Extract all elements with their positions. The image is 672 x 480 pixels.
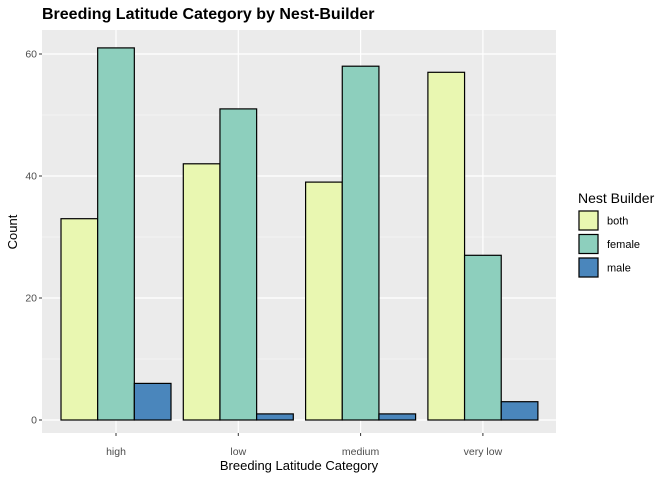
chart-title: Breeding Latitude Category by Nest-Build… xyxy=(42,6,375,23)
bar-both-low xyxy=(182,163,221,421)
legend-swatch-female xyxy=(578,233,599,255)
bar-female-low xyxy=(219,108,258,421)
legend-label-female: female xyxy=(607,239,640,251)
bar-female-high xyxy=(97,47,135,421)
x-axis-title: Breeding Latitude Category xyxy=(220,458,379,473)
legend-swatch-male xyxy=(578,257,599,278)
bar-male-medium xyxy=(378,413,417,421)
legend-label-male: male xyxy=(607,263,631,275)
bar-male-low xyxy=(256,413,294,421)
bar-both-medium xyxy=(305,181,343,421)
bars xyxy=(60,47,539,421)
y-tick-label: 0 xyxy=(31,415,37,427)
y-axis-title: Count xyxy=(5,214,20,249)
x-tick-label: medium xyxy=(342,446,380,458)
bar-male-high xyxy=(133,382,172,421)
bar-female-medium xyxy=(341,65,380,421)
legend: Nest Builder both female male xyxy=(578,190,655,278)
bar-both-high xyxy=(60,218,99,421)
legend-items: both female male xyxy=(578,210,640,278)
y-tick-label: 40 xyxy=(25,171,37,183)
plot-panel xyxy=(42,30,556,433)
legend-swatch-both xyxy=(578,210,599,231)
legend-title: Nest Builder xyxy=(578,190,655,206)
x-tick-label: very low xyxy=(464,446,503,458)
y-tick-label: 20 xyxy=(25,293,37,305)
y-axis: 0 20 40 60 xyxy=(25,49,42,427)
x-tick-label: high xyxy=(106,446,126,458)
bar-female-very-low xyxy=(463,254,502,421)
bar-both-very-low xyxy=(427,71,466,421)
y-tick-label: 60 xyxy=(25,49,37,61)
bar-male-very-low xyxy=(500,401,539,421)
x-axis: high low medium very low xyxy=(106,433,503,458)
legend-label-both: both xyxy=(607,216,628,228)
x-tick-label: low xyxy=(230,446,246,458)
